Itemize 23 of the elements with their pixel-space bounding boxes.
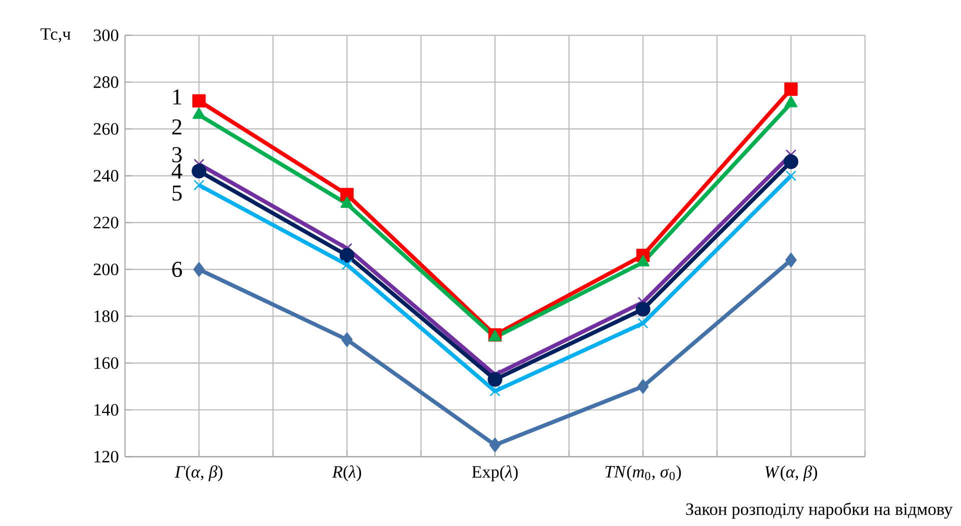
- series-label: 2: [172, 119, 182, 134]
- y-tick-label: 280: [94, 76, 118, 88]
- y-axis-title: Тс,ч: [40, 28, 71, 42]
- series-label: 1: [173, 89, 182, 104]
- series-label: 4: [172, 164, 182, 179]
- y-tick-label: 260: [94, 123, 118, 135]
- y-tick-label: 220: [94, 216, 118, 228]
- y-tick-label: 120: [94, 450, 118, 463]
- x-tick-label: R(λ): [332, 465, 362, 482]
- y-tick-label: 300: [94, 29, 118, 42]
- y-tick-label: 160: [94, 357, 118, 369]
- y-tick-label: 180: [94, 310, 118, 322]
- y-tick-label: 140: [94, 404, 118, 416]
- x-tick-label: W(α, β): [765, 465, 818, 482]
- x-tick-label: TN(m$_{0}$, σ$_{0}$): [605, 465, 681, 482]
- series-label: 3: [172, 147, 182, 162]
- series-label: 6: [172, 262, 182, 278]
- x-axis-title: Закон розподілу наробки на відмову: [686, 502, 953, 519]
- y-tick-label: 200: [94, 264, 118, 276]
- x-tick-label: Γ(α, β): [174, 465, 222, 482]
- y-tick-label: 240: [94, 170, 118, 182]
- x-tick-label: Exp(λ): [472, 465, 518, 482]
- series-label: 5: [172, 186, 182, 201]
